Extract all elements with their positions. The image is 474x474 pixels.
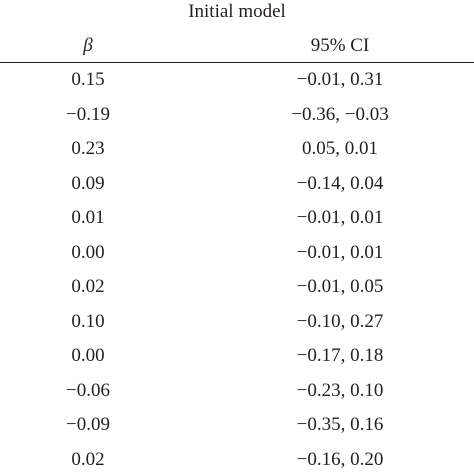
table-cell: −0.16, 0.20	[296, 448, 384, 470]
table-cell: 0.00	[71, 241, 105, 263]
column-header: β	[83, 35, 93, 56]
table-cell: 0.10	[71, 310, 105, 332]
table-cell: −0.35, 0.16	[296, 414, 384, 435]
table-cell: −0.17, 0.18	[296, 345, 384, 366]
table-title: Initial model	[188, 1, 286, 22]
header-rule	[0, 62, 474, 63]
table-cell: −0.10, 0.27	[296, 310, 384, 332]
table-cell: 0.09	[71, 172, 105, 194]
table-cell: 0.01	[71, 207, 105, 228]
table-cell: 0.00	[71, 345, 105, 366]
table-cell: −0.01, 0.01	[296, 207, 384, 228]
table-cell: −0.06	[66, 379, 110, 401]
table-cell: 0.15	[71, 69, 105, 90]
table-cell: −0.01, 0.31	[296, 69, 384, 90]
table-cell: 0.02	[71, 276, 105, 297]
table-cell: −0.01, 0.01	[296, 241, 384, 263]
column-header: 95% CI	[310, 35, 370, 56]
table-cell: −0.14, 0.04	[296, 172, 384, 194]
table-cell: −0.01, 0.05	[296, 276, 384, 297]
table-cell: −0.23, 0.10	[296, 379, 384, 401]
table-cell: −0.36, −0.03	[291, 103, 389, 125]
table-cell: 0.02	[71, 448, 105, 470]
table-cell: −0.09	[66, 414, 110, 435]
table-cell: 0.23	[71, 138, 105, 159]
table-cell: −0.19	[66, 103, 110, 125]
table-cell: 0.05, 0.01	[302, 138, 378, 159]
